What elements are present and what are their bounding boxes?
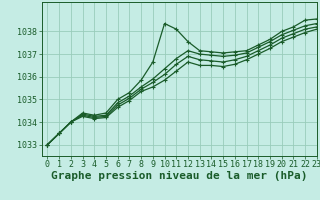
X-axis label: Graphe pression niveau de la mer (hPa): Graphe pression niveau de la mer (hPa)	[51, 171, 308, 181]
